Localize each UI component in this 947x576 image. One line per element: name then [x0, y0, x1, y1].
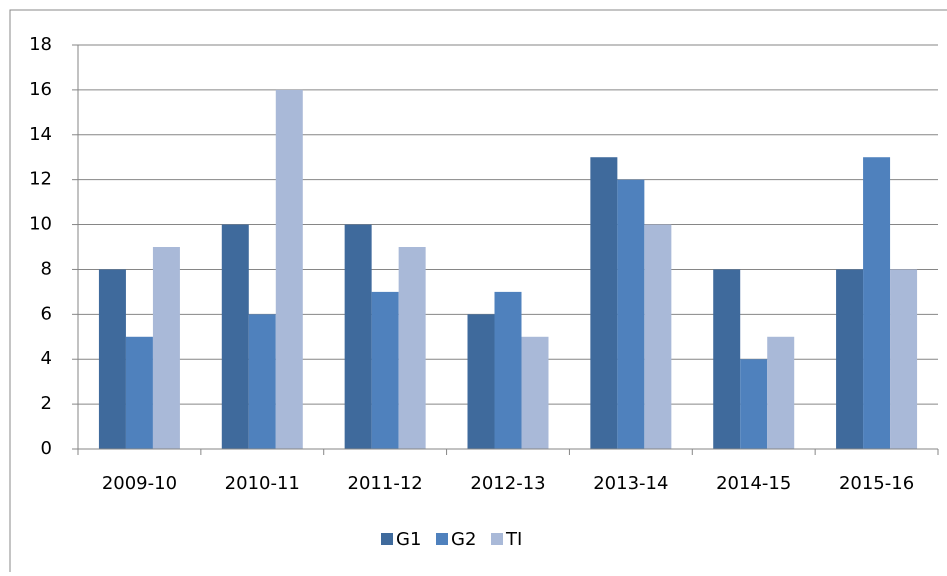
bar	[590, 157, 618, 449]
bar	[275, 89, 303, 449]
legend-swatch	[436, 533, 448, 545]
bar	[713, 269, 741, 449]
bar	[644, 224, 672, 449]
bar	[494, 291, 522, 449]
x-tick-label: 2010-11	[225, 473, 300, 494]
y-tick-label: 14	[29, 124, 52, 145]
bar	[617, 179, 645, 449]
y-tick-label: 8	[41, 258, 52, 279]
y-tick-label: 0	[41, 438, 52, 459]
bar	[371, 291, 399, 449]
bar	[98, 269, 126, 449]
bar	[863, 157, 891, 449]
bar	[221, 224, 249, 449]
bar	[521, 336, 549, 449]
x-tick-label: 2012-13	[470, 473, 545, 494]
x-tick-label: 2014-15	[716, 473, 791, 494]
bar	[740, 359, 768, 449]
legend-label: G2	[451, 529, 476, 550]
legend-swatch	[491, 533, 503, 545]
y-tick-label: 6	[41, 303, 52, 324]
y-tick-label: 2	[41, 393, 52, 414]
y-tick-label: 18	[29, 34, 52, 55]
bar	[248, 314, 276, 449]
x-tick-label: 2013-14	[593, 473, 668, 494]
legend-swatch	[381, 533, 393, 545]
bar	[836, 269, 864, 449]
bar	[152, 247, 180, 449]
bar	[767, 336, 795, 449]
legend-label: TI	[505, 529, 522, 550]
bar	[890, 269, 918, 449]
chart-border	[9, 9, 947, 576]
y-tick-label: 16	[29, 79, 52, 100]
bar	[125, 336, 153, 449]
y-tick-label: 10	[29, 214, 52, 235]
legend-label: G1	[396, 529, 421, 550]
bar	[344, 224, 372, 449]
bar	[398, 247, 426, 449]
x-tick-label: 2011-12	[348, 473, 423, 494]
y-tick-label: 12	[29, 169, 52, 190]
y-tick-label: 4	[41, 348, 52, 369]
x-tick-label: 2015-16	[839, 473, 914, 494]
x-tick-label: 2009-10	[102, 473, 177, 494]
bar	[467, 314, 495, 449]
